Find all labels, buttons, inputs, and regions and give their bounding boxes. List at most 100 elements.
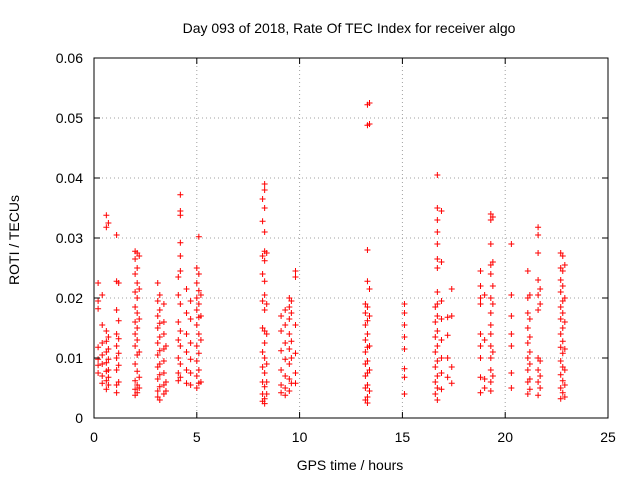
data-point [259,218,266,225]
x-tick-label: 25 [600,429,616,445]
data-point [183,310,190,316]
data-point [508,385,515,391]
data-point [535,277,542,283]
data-point [105,367,112,373]
data-point [481,385,488,391]
data-point [537,373,544,379]
data-point [154,352,161,358]
data-point [508,370,515,376]
data-point [263,379,270,385]
data-point [557,344,564,351]
data-point [559,389,566,396]
data-point [132,377,139,384]
data-point [136,374,143,381]
data-point [524,367,531,373]
data-point [366,313,373,319]
data-point [193,343,200,349]
data-point [487,331,494,337]
data-point [366,286,373,292]
data-point [366,388,373,394]
data-point [195,331,202,337]
data-point [477,374,484,381]
x-tick-label: 15 [395,429,411,445]
data-point [95,370,102,376]
data-point [561,346,568,352]
y-axis-ticks: 0 0.01 0.02 0.03 0.04 0.05 0.06 [56,50,608,426]
data-point [477,343,484,349]
data-point [434,172,441,178]
data-point [524,310,531,316]
data-point [156,397,163,403]
data-point [561,382,568,388]
data-point [160,370,167,376]
data-point [362,310,369,316]
data-point [559,338,566,345]
data-point [261,257,268,264]
data-point [364,358,371,364]
data-point [261,370,268,376]
data-point [401,301,408,307]
data-point [175,377,182,384]
data-point [537,358,544,364]
data-point [261,400,268,407]
data-point [183,380,190,387]
data-point [259,298,266,304]
data-point [175,370,182,376]
data-point [535,292,542,298]
data-point [432,319,439,325]
data-point [156,383,163,390]
data-point [401,346,408,352]
data-point [177,239,184,246]
data-point [432,391,439,397]
data-point [115,362,122,369]
data-point [557,395,564,402]
data-point [177,212,184,219]
data-point [508,343,515,349]
data-point [154,325,161,331]
data-point [183,331,190,337]
data-point [477,268,484,274]
data-point [175,292,182,298]
data-point [99,361,106,367]
data-point [557,371,564,378]
data-point [113,367,120,373]
data-point [557,277,564,283]
data-point [434,205,441,211]
data-point [261,181,268,187]
data-point [278,313,285,319]
data-point [156,371,163,378]
data-point [175,355,182,361]
data-point [187,340,194,346]
data-point [487,271,494,277]
data-point [103,386,110,393]
data-point [183,367,190,373]
data-point [557,289,564,295]
data-point [282,356,289,363]
data-point [103,224,110,231]
data-point [105,374,112,381]
data-point [292,322,299,328]
data-point [154,376,161,382]
data-point [177,328,184,334]
data-point [177,301,184,307]
data-point [487,310,494,316]
data-point [134,368,141,375]
data-point [278,328,285,334]
data-point [444,374,451,381]
data-point [282,340,289,346]
data-point [286,376,293,382]
data-point [438,355,445,361]
data-point [95,344,102,351]
y-tick-label: 0.06 [56,50,83,66]
data-point [401,310,408,316]
data-point [524,340,531,346]
data-point [561,262,568,268]
data-point [288,310,295,316]
data-point [561,295,568,301]
data-point [508,331,515,337]
data-point [134,310,141,316]
data-point [95,298,102,304]
data-point [193,373,200,379]
data-point [366,100,373,106]
y-tick-label: 0.04 [56,170,83,186]
